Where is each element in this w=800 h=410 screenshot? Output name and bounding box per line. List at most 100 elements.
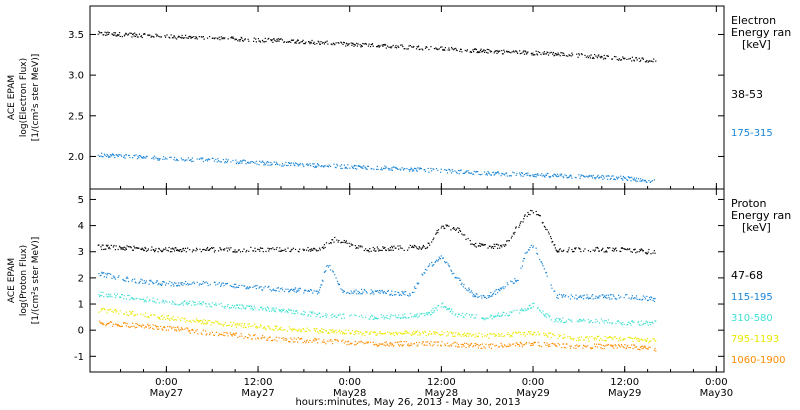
data-point (173, 159, 175, 161)
data-point (140, 35, 142, 38)
data-point (623, 58, 625, 60)
data-point (635, 57, 637, 59)
data-point (457, 344, 460, 346)
data-point (387, 344, 389, 346)
data-point (521, 308, 523, 310)
data-point (543, 174, 545, 176)
data-point (612, 344, 614, 347)
data-point (628, 346, 630, 349)
data-point (208, 303, 210, 305)
data-point (592, 249, 594, 251)
data-point (397, 168, 399, 171)
data-point (276, 340, 278, 342)
data-point (269, 288, 271, 291)
data-point (215, 304, 218, 306)
data-point (636, 337, 638, 339)
data-point (135, 322, 137, 325)
data-point (442, 225, 444, 227)
data-point (629, 346, 631, 349)
data-point (653, 297, 655, 300)
data-point (299, 338, 301, 340)
data-point (145, 301, 147, 303)
data-point (281, 163, 284, 165)
data-point (512, 50, 515, 52)
data-point (617, 177, 619, 179)
data-point (536, 53, 538, 55)
data-point (134, 314, 136, 316)
data-point (141, 279, 143, 281)
data-point (172, 316, 174, 318)
data-point (283, 290, 286, 293)
data-point (615, 56, 617, 58)
data-point (571, 338, 573, 340)
data-point (130, 311, 132, 313)
data-point (574, 345, 576, 347)
data-point (530, 244, 532, 247)
data-point (628, 58, 630, 60)
data-point (336, 332, 338, 334)
data-point (382, 246, 384, 248)
data-point (332, 313, 334, 315)
data-point (255, 338, 257, 340)
data-point (475, 317, 477, 319)
data-point (258, 40, 260, 42)
data-point (299, 42, 301, 44)
data-point (380, 332, 383, 335)
data-point (510, 335, 513, 337)
data-point (446, 261, 448, 263)
data-point (558, 175, 560, 177)
data-point (527, 213, 530, 216)
data-point (206, 158, 208, 161)
data-point (174, 319, 176, 321)
data-point (622, 175, 625, 178)
data-point (370, 43, 372, 46)
data-point (184, 321, 187, 323)
data-point (125, 247, 127, 249)
data-point (562, 337, 564, 339)
data-point (270, 310, 273, 312)
data-point (607, 55, 609, 57)
data-point (107, 33, 110, 35)
data-point (434, 341, 436, 343)
data-point (527, 307, 529, 309)
data-point (518, 344, 520, 346)
data-point (325, 270, 327, 272)
data-point (400, 294, 403, 297)
data-point (273, 289, 275, 292)
data-point (101, 32, 103, 34)
data-point (202, 301, 204, 303)
data-point (129, 156, 131, 159)
data-point (529, 333, 531, 335)
data-point (413, 315, 416, 317)
data-point (357, 290, 359, 293)
data-point (538, 345, 540, 347)
data-point (618, 59, 620, 61)
data-point (428, 48, 430, 51)
data-point (640, 180, 642, 182)
data-point (646, 338, 649, 340)
data-point (587, 250, 590, 252)
data-point (631, 344, 633, 346)
data-point (452, 311, 454, 313)
data-point (143, 301, 145, 303)
data-point (224, 305, 227, 308)
data-point (280, 38, 282, 40)
data-point (538, 334, 540, 336)
data-point (463, 317, 465, 319)
data-point (364, 334, 366, 337)
data-point (254, 307, 256, 309)
data-point (180, 36, 182, 39)
data-point (604, 57, 606, 59)
data-point (184, 300, 186, 302)
data-point (432, 264, 434, 266)
data-point (333, 315, 335, 318)
data-point (271, 328, 273, 330)
data-point (342, 241, 344, 244)
data-point (389, 294, 391, 296)
data-point (206, 248, 208, 250)
data-point (341, 333, 343, 335)
data-point (255, 288, 257, 290)
proton-y-tick-label: 3 (78, 247, 84, 258)
data-point (288, 41, 290, 43)
data-point (176, 158, 178, 160)
